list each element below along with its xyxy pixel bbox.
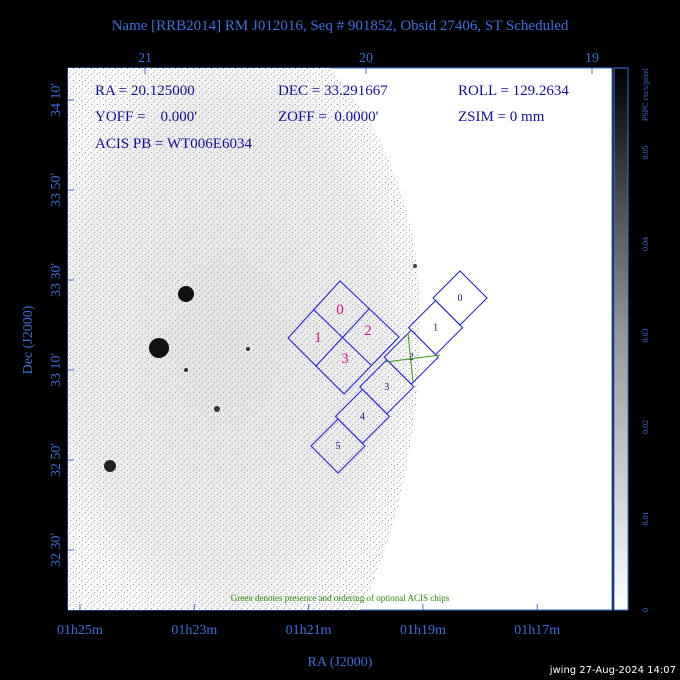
chip-label: 0 bbox=[336, 302, 344, 318]
colorbar-tick-label: 0.03 bbox=[641, 329, 650, 343]
info-ra: RA = 20.125000 bbox=[95, 83, 195, 99]
colorbar-tick-label: 0.01 bbox=[641, 512, 650, 526]
info-zoff: ZOFF = 0.0000' bbox=[278, 109, 379, 125]
colorbar-tick-label: 0.04 bbox=[641, 237, 650, 251]
chip-label: 5 bbox=[336, 441, 341, 452]
x-tick-label: 01h17m bbox=[514, 623, 560, 638]
x-tick-label: 19 bbox=[585, 51, 599, 66]
info-zsim: ZSIM = 0 mm bbox=[458, 109, 545, 125]
chip-label: 1 bbox=[314, 330, 322, 346]
chip-label: 2 bbox=[409, 352, 414, 363]
colorbar-ticks: 0 0.01 0.02 0.03 0.04 0.05 bbox=[641, 146, 650, 613]
optional-chip-marker bbox=[385, 332, 441, 383]
chip-label: 3 bbox=[384, 382, 389, 393]
chip-label: 4 bbox=[360, 411, 365, 422]
sky-emission bbox=[68, 68, 421, 610]
chip-label: 2 bbox=[364, 323, 372, 339]
colorbar-tick-label: 0 bbox=[641, 608, 650, 612]
chip-label: 0 bbox=[458, 293, 463, 304]
x-tick-label: 21 bbox=[138, 51, 152, 66]
info-dec: DEC = 33.291667 bbox=[278, 83, 388, 99]
info-yoff: YOFF = 0.000' bbox=[95, 109, 197, 125]
info-roll: ROLL = 129.2634 bbox=[458, 83, 569, 99]
title: Name [RRB2014] RM J012016, Seq # 901852,… bbox=[112, 18, 569, 34]
y-tick-label: 34 10' bbox=[49, 83, 64, 117]
chip-outline bbox=[310, 418, 366, 474]
x-tick-label: 01h23m bbox=[171, 623, 217, 638]
colorbar bbox=[613, 67, 629, 611]
x-tick-label: 20 bbox=[359, 51, 373, 66]
chip-label: 3 bbox=[341, 351, 349, 367]
x-tick-label: 01h19m bbox=[400, 623, 446, 638]
y-tick-label: 32 50' bbox=[49, 443, 64, 477]
colorbar-tick-label: 0.02 bbox=[641, 420, 650, 434]
colorbar-tick-label: 0.05 bbox=[641, 146, 650, 160]
chip-label: 1 bbox=[433, 323, 438, 334]
y-tick-label: 33 30' bbox=[49, 263, 64, 297]
footer: jwing 27-Aug-2024 14:07 bbox=[549, 665, 676, 676]
y-tick-label: 33 50' bbox=[49, 173, 64, 207]
note: Green denotes presence and ordering of o… bbox=[231, 593, 450, 603]
x-tick-label: 01h25m bbox=[57, 623, 103, 638]
y-tick-label: 33 10' bbox=[49, 353, 64, 387]
x-axis-label: RA (J2000) bbox=[308, 655, 373, 670]
x-tick-label: 01h21m bbox=[286, 623, 332, 638]
colorbar-label: PSPC cts/s/pixel bbox=[641, 67, 650, 121]
y-axis-label: Dec (J2000) bbox=[21, 305, 36, 374]
acis-i-array bbox=[287, 280, 400, 395]
y-tick-label: 32 30' bbox=[49, 533, 64, 567]
info-acis-pb: ACIS PB = WT006E6034 bbox=[95, 136, 252, 152]
